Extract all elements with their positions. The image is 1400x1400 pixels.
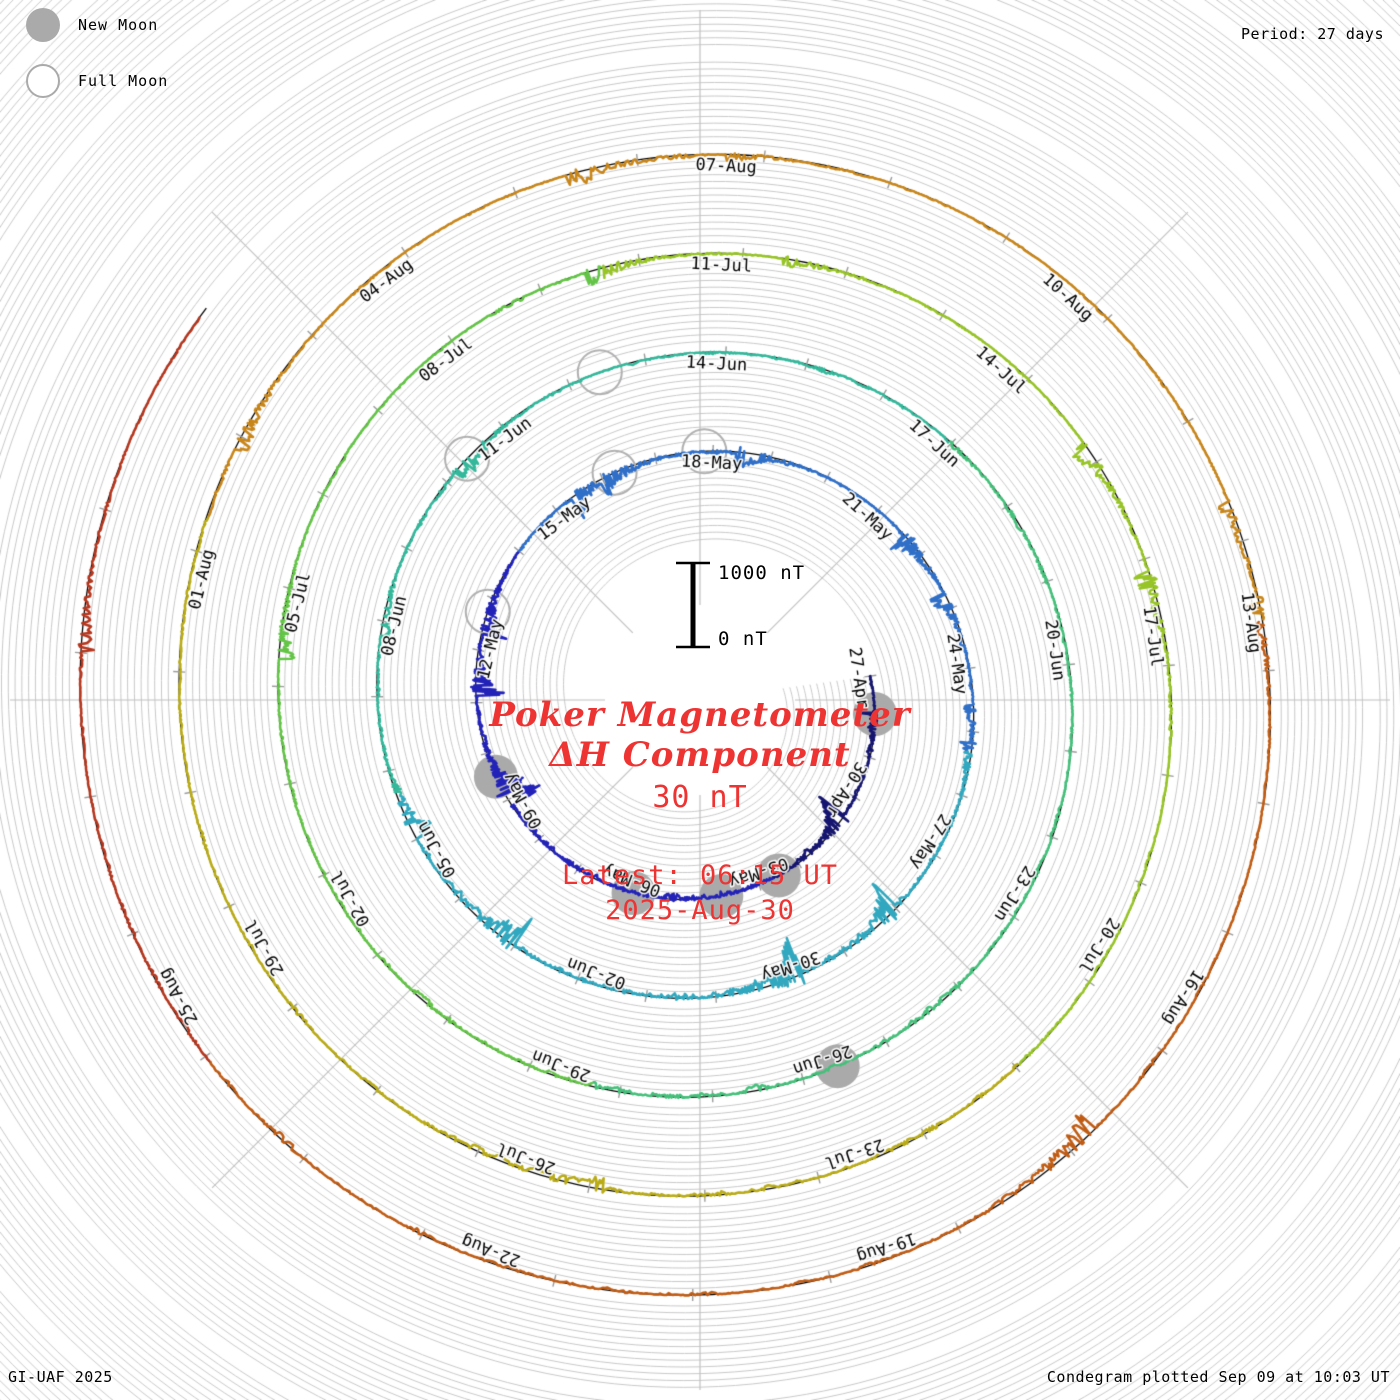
legend-label-full-moon: Full Moon bbox=[78, 72, 169, 90]
legend-label-new-moon: New Moon bbox=[78, 16, 159, 34]
footer-credit: GI-UAF 2025 bbox=[8, 1368, 113, 1386]
new-moon-icon bbox=[26, 8, 60, 42]
legend-item-full-moon: Full Moon bbox=[26, 64, 168, 98]
full-moon-icon bbox=[26, 64, 60, 98]
period-label: Period: 27 days bbox=[1241, 25, 1384, 43]
footer-plot-timestamp: Condegram plotted Sep 09 at 10:03 UT bbox=[1046, 1368, 1390, 1386]
legend-item-new-moon: New Moon bbox=[26, 8, 158, 42]
